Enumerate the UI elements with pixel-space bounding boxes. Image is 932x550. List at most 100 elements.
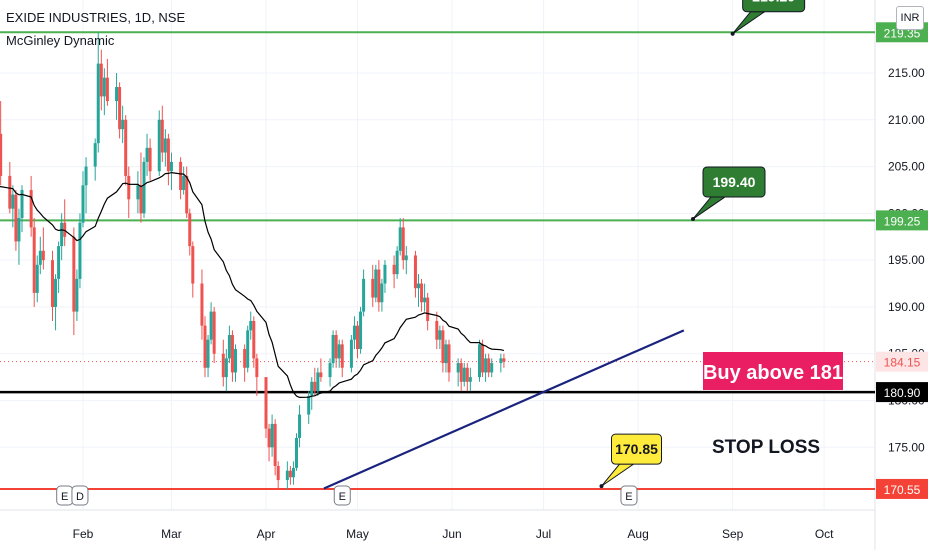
candle-body xyxy=(273,423,277,467)
candle-body xyxy=(81,185,85,223)
x-tick-label: Mar xyxy=(161,527,182,541)
candle-body xyxy=(41,250,45,261)
candle-body xyxy=(142,161,146,214)
event-badge xyxy=(333,485,351,506)
stop-loss-text: STOP LOSS xyxy=(712,437,820,458)
last-price-tag: 184.15 xyxy=(876,351,928,372)
candle-body xyxy=(395,250,399,275)
candle-body xyxy=(84,166,88,186)
x-tick-label: Jul xyxy=(536,527,551,541)
callout-text: 219.20 xyxy=(752,0,795,5)
y-tick-label: 175.00 xyxy=(888,440,925,454)
candle-body xyxy=(392,264,396,275)
callout-text: 170.85 xyxy=(615,441,658,457)
callout-box xyxy=(702,166,766,198)
event-letter: E xyxy=(61,491,68,503)
candle-body xyxy=(8,175,12,209)
candle-body xyxy=(487,358,491,373)
candle-body xyxy=(29,189,33,228)
callout-199: 199.40 xyxy=(691,166,766,221)
x-tick-label: May xyxy=(346,527,369,541)
candle-body xyxy=(331,335,335,364)
candle-body xyxy=(356,325,359,350)
candle-body xyxy=(118,87,122,130)
candle-body xyxy=(139,185,143,214)
candle-body xyxy=(169,161,173,172)
candle-body xyxy=(490,363,494,373)
candle-body xyxy=(99,63,103,97)
candle-body xyxy=(462,367,466,382)
candle-body xyxy=(127,175,131,200)
chart-title: EXIDE INDUSTRIES, 1D, NSE xyxy=(6,10,186,25)
candle-body xyxy=(465,367,469,382)
candle-body xyxy=(398,227,402,251)
candle-body xyxy=(234,349,237,373)
candle-body xyxy=(413,255,417,289)
candle-body xyxy=(340,344,344,368)
y-tick-label: 190.00 xyxy=(888,300,925,314)
candle-body xyxy=(212,311,216,354)
candle-body xyxy=(227,335,231,359)
candle-body xyxy=(209,311,213,340)
candle-body xyxy=(447,344,451,373)
candle-body xyxy=(349,339,353,368)
callout-box xyxy=(611,433,662,465)
x-tick-label: Oct xyxy=(815,527,834,541)
resistance-2-price-tag: 199.25 xyxy=(876,210,928,231)
candle-body xyxy=(252,320,256,359)
candle-body xyxy=(307,395,311,415)
candle-body xyxy=(72,236,76,312)
candle-body xyxy=(102,77,106,97)
y-tick-label: 215.00 xyxy=(888,66,925,80)
event-marker: D xyxy=(71,485,89,506)
y-tick-label: 195.00 xyxy=(888,253,925,267)
candle-body xyxy=(11,194,15,209)
candle-body xyxy=(179,161,183,190)
price-tag-bg xyxy=(876,382,928,403)
candles xyxy=(0,32,506,490)
indicator-label[interactable]: McGinley Dynamic xyxy=(6,33,115,48)
x-tick-label: Jun xyxy=(442,527,461,541)
price-tag-bg xyxy=(876,478,928,499)
candle-body xyxy=(136,185,140,200)
candle-body xyxy=(337,344,341,359)
candle-body xyxy=(243,349,247,368)
candle-body xyxy=(310,381,314,396)
currency-badge[interactable]: INR xyxy=(896,6,924,30)
candle-body xyxy=(285,470,289,481)
candle-body xyxy=(426,297,430,321)
event-letter: E xyxy=(339,491,346,503)
price-tag-text: 180.90 xyxy=(884,386,921,400)
candle-body xyxy=(255,358,259,378)
candle-body xyxy=(224,358,228,378)
candle-body xyxy=(441,330,445,364)
callout-anchor-dot xyxy=(599,484,604,489)
candle-body xyxy=(481,344,485,373)
candle-body xyxy=(288,470,292,478)
event-letter: E xyxy=(625,491,632,503)
candle-body xyxy=(267,428,271,448)
candle-body xyxy=(188,213,192,247)
candle-body xyxy=(203,325,207,368)
stop-price-tag: 170.55 xyxy=(876,478,928,499)
candle-body xyxy=(359,311,363,350)
candle-body xyxy=(163,138,167,153)
candle-body xyxy=(404,255,408,261)
candle-body xyxy=(93,143,97,167)
candle-body xyxy=(423,297,427,303)
x-tick-label: Aug xyxy=(627,527,648,541)
callout-stop: 170.85 xyxy=(599,433,662,489)
candle-body xyxy=(383,264,387,284)
callout-box xyxy=(742,0,806,13)
candle-body xyxy=(264,377,268,429)
candle-body xyxy=(35,264,39,293)
callout-219: 219.20 xyxy=(730,0,806,36)
y-tick-label: 210.00 xyxy=(888,113,925,127)
candle-body xyxy=(157,119,161,172)
candle-body xyxy=(105,77,109,102)
candle-body xyxy=(230,335,234,373)
candle-body xyxy=(313,381,317,392)
candle-body xyxy=(115,87,119,102)
